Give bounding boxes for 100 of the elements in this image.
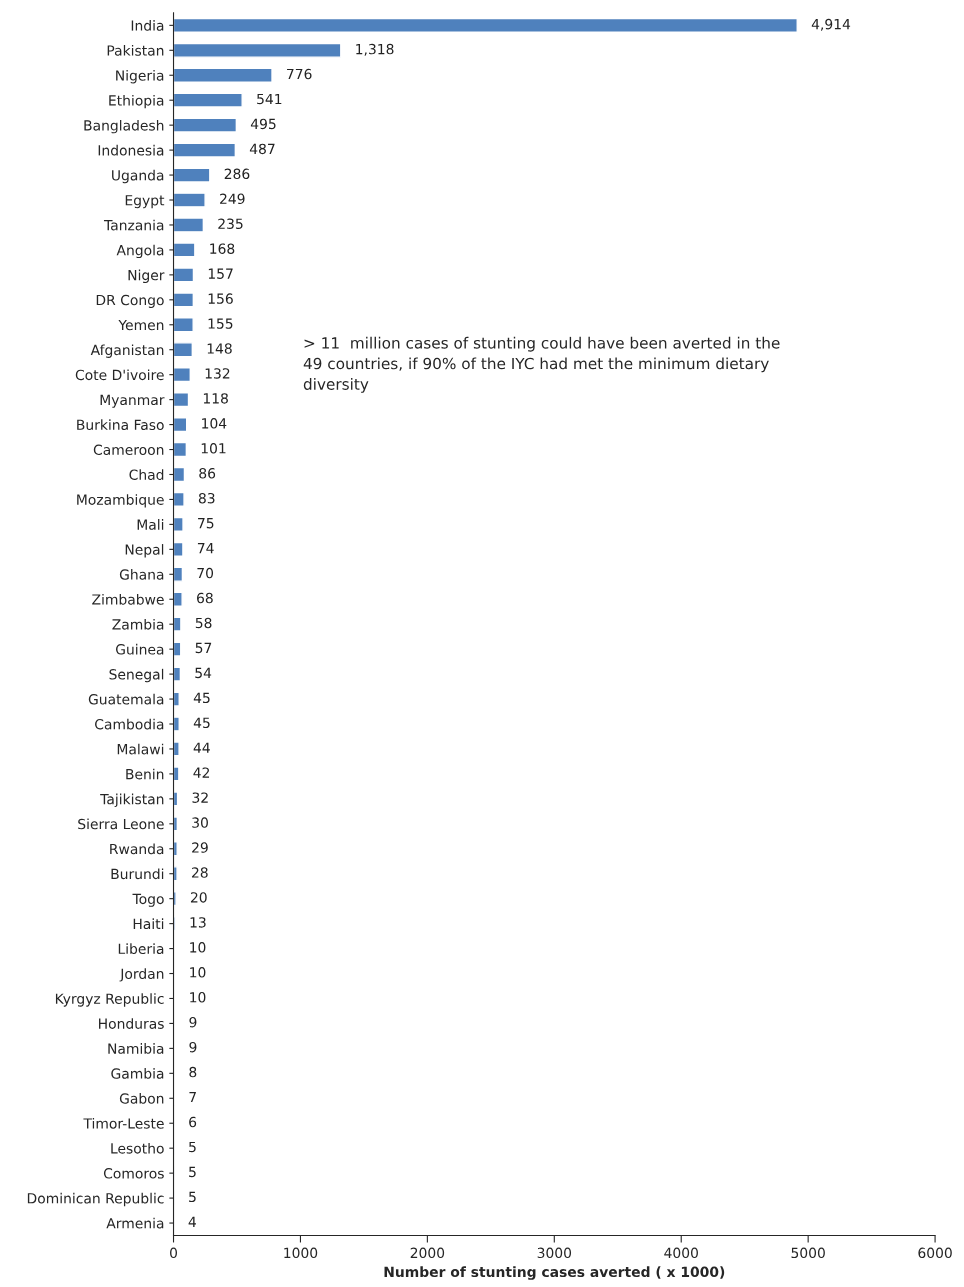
y-tick-label: Honduras xyxy=(99,1018,164,1029)
data-label: 4,914 xyxy=(811,18,851,31)
data-label: 70 xyxy=(197,567,214,579)
data-label: 118 xyxy=(203,393,228,404)
data-label: 8 xyxy=(189,1066,197,1078)
data-label: 13 xyxy=(190,917,206,928)
y-tick-label: Mozambique xyxy=(77,494,164,508)
data-label: 495 xyxy=(250,118,276,130)
x-axis-title: Number of stunting cases averted ( x 1000) xyxy=(384,1266,725,1280)
y-tick-label: Senegal xyxy=(109,668,164,683)
data-label: 5 xyxy=(189,1141,196,1153)
y-tick-label: Ethiopia xyxy=(109,94,164,109)
y-tick-label: Liberia xyxy=(118,943,164,955)
y-tick-label: Lesotho xyxy=(111,1142,164,1154)
data-label: 29 xyxy=(192,842,208,853)
y-tick-label: Angola xyxy=(116,244,164,259)
y-tick-label: Nigeria xyxy=(116,69,164,84)
data-label: 132 xyxy=(205,368,230,379)
data-label: 42 xyxy=(193,767,210,778)
data-label: 4 xyxy=(188,1216,196,1227)
y-tick-label: India xyxy=(131,20,164,31)
y-tick-label: Guatemala xyxy=(88,693,164,705)
data-label: 249 xyxy=(220,193,245,205)
data-label: 20 xyxy=(190,892,207,903)
data-label: 541 xyxy=(257,93,282,105)
data-label: 28 xyxy=(191,867,208,878)
y-tick-label: DR Congo xyxy=(96,294,164,308)
data-label: 101 xyxy=(201,443,226,454)
y-tick-label: Armenia xyxy=(106,1217,164,1229)
y-tick-label: Burundi xyxy=(111,868,164,880)
y-tick-label: Chad xyxy=(129,469,164,480)
y-tick-label: Afganistan xyxy=(90,344,164,358)
y-tick-label: Tanzania xyxy=(103,219,164,231)
y-tick-label: Namibia xyxy=(108,1043,164,1054)
y-tick-label: Cambodia xyxy=(95,718,164,730)
data-label: 168 xyxy=(210,243,235,254)
x-tick-label: 3000 xyxy=(537,1247,572,1259)
x-tick-label: 0 xyxy=(170,1247,178,1259)
data-label: 83 xyxy=(198,492,215,504)
y-tick-label: Gambia xyxy=(111,1068,164,1079)
y-tick-label: Dominican Republic xyxy=(27,1192,164,1207)
x-tick-label: 1000 xyxy=(284,1247,318,1259)
data-label: 32 xyxy=(192,792,208,803)
data-label: 9 xyxy=(189,1041,197,1053)
data-label: 54 xyxy=(195,667,212,679)
y-tick-label: Timor-Leste xyxy=(83,1117,164,1129)
y-tick-label: Niger xyxy=(128,269,165,284)
y-tick-label: Bangladesh xyxy=(84,119,164,134)
x-tick-label: 5000 xyxy=(791,1247,825,1259)
data-label: 9 xyxy=(189,1016,197,1028)
y-tick-label: Yemen xyxy=(118,319,164,331)
data-label: 57 xyxy=(195,642,212,654)
data-label: 286 xyxy=(224,168,250,180)
data-label: 155 xyxy=(208,318,233,329)
data-label: 776 xyxy=(287,68,312,80)
data-label: 58 xyxy=(195,617,212,629)
data-label: 10 xyxy=(190,967,206,978)
data-label: 104 xyxy=(202,418,227,429)
y-tick-label: Jordan xyxy=(119,968,164,982)
y-tick-label: Togo xyxy=(132,893,164,907)
y-tick-label: Rwanda xyxy=(110,843,164,855)
y-tick-label: Egypt xyxy=(125,195,165,209)
x-tick-label: 2000 xyxy=(410,1247,445,1259)
y-tick-label: Sierra Leone xyxy=(78,818,164,830)
y-tick-label: Benin xyxy=(126,768,164,780)
data-label: 74 xyxy=(197,543,214,554)
y-tick-label: Malawi xyxy=(117,743,164,755)
data-label: 487 xyxy=(249,143,275,155)
y-tick-label: Ghana xyxy=(119,569,164,580)
data-label: 5 xyxy=(189,1191,196,1203)
y-tick-label: Myanmar xyxy=(100,394,165,408)
y-tick-label: Tajikistan xyxy=(100,793,164,808)
data-label: 68 xyxy=(197,592,213,604)
data-label: 44 xyxy=(193,742,210,753)
data-label: 156 xyxy=(208,293,233,304)
x-tick-label: 4000 xyxy=(664,1247,698,1259)
data-label: 235 xyxy=(218,218,243,229)
y-tick-label: Cameroon xyxy=(93,444,164,455)
y-tick-label: Zimbabwe xyxy=(92,593,164,605)
x-tick-label: 6000 xyxy=(918,1247,952,1259)
y-tick-label: Uganda xyxy=(112,169,164,184)
data-label: 10 xyxy=(190,992,206,1003)
y-tick-label: Comoros xyxy=(103,1168,164,1179)
data-label: 5 xyxy=(189,1166,196,1178)
y-tick-label: Gabon xyxy=(119,1093,164,1104)
y-tick-label: Guinea xyxy=(115,643,164,655)
data-label: 45 xyxy=(193,717,210,729)
y-tick-label: Pakistan xyxy=(107,45,164,56)
y-tick-label: Haiti xyxy=(133,918,164,930)
data-label: 157 xyxy=(208,268,233,279)
y-tick-label: Burkina Faso xyxy=(77,419,164,431)
data-label: 45 xyxy=(193,692,210,704)
data-label: 1,318 xyxy=(356,43,394,56)
y-tick-label: Mali xyxy=(137,519,164,530)
y-tick-label: Nepal xyxy=(125,544,164,558)
data-label: 30 xyxy=(192,817,208,828)
data-label: 86 xyxy=(199,468,216,479)
data-label: 7 xyxy=(189,1091,196,1103)
y-tick-label: Cote D'ivoire xyxy=(75,369,164,381)
y-tick-label: Zambia xyxy=(112,618,164,630)
